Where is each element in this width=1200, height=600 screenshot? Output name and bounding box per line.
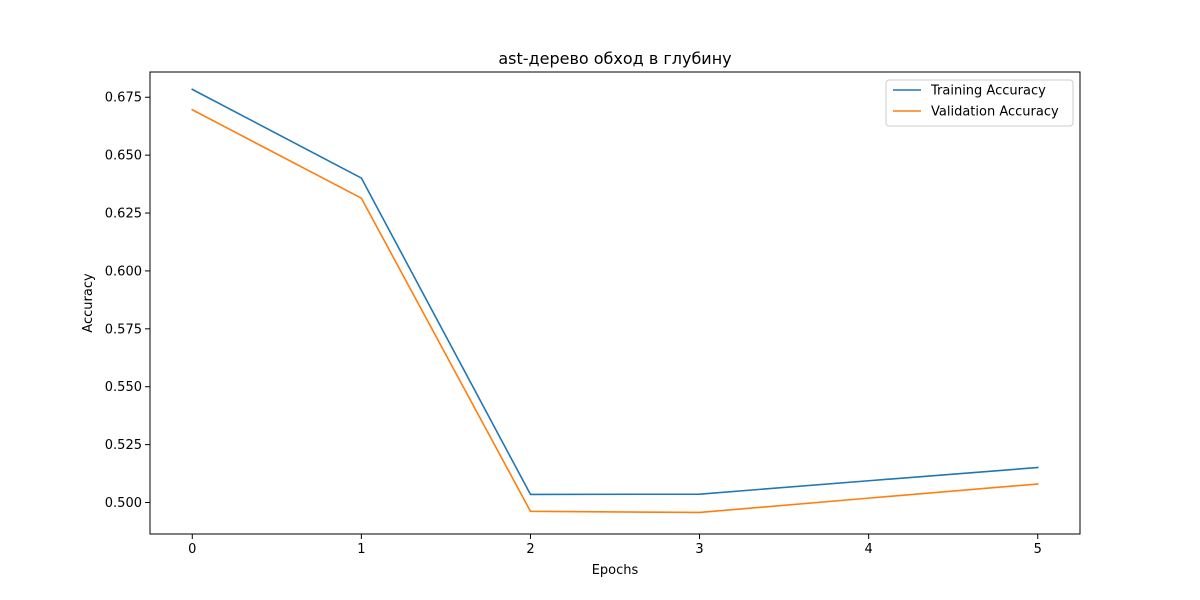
legend-label: Validation Accuracy	[931, 105, 1059, 120]
legend-label: Training Accuracy	[930, 84, 1046, 99]
series-line-validation-accuracy	[191, 108, 1039, 514]
y-tick-label: 0.625	[105, 207, 142, 222]
legend-box	[885, 79, 1074, 127]
x-axis-label: Epochs	[592, 563, 639, 578]
y-tick-label: 0.550	[105, 380, 142, 395]
y-axis: 0.500 0.525 0.550 0.575 0.600 0.625 0.650 0.675	[105, 91, 150, 511]
series-layer	[191, 88, 1039, 514]
x-tick-label: 0	[188, 542, 196, 557]
plot-area	[149, 71, 1081, 535]
x-tick-label: 5	[1034, 542, 1042, 557]
x-tick-label: 4	[864, 542, 872, 557]
y-axis-label: Accuracy	[81, 273, 96, 333]
y-tick-label: 0.600	[105, 264, 142, 279]
series-line-training-accuracy	[191, 88, 1039, 496]
y-tick-label: 0.650	[105, 149, 142, 164]
y-tick-label: 0.500	[105, 496, 142, 511]
x-axis: 0 1 2 3 4 5	[188, 534, 1042, 557]
x-tick-label: 2	[526, 542, 534, 557]
y-tick-label: 0.575	[105, 322, 142, 337]
y-tick-label: 0.525	[105, 438, 142, 453]
x-tick-label: 3	[695, 542, 703, 557]
x-tick-label: 1	[357, 542, 365, 557]
legend: Training Accuracy Validation Accuracy	[885, 79, 1074, 127]
y-tick-label: 0.675	[105, 91, 142, 106]
chart-title: ast-дерево обход в глубину	[498, 49, 731, 68]
